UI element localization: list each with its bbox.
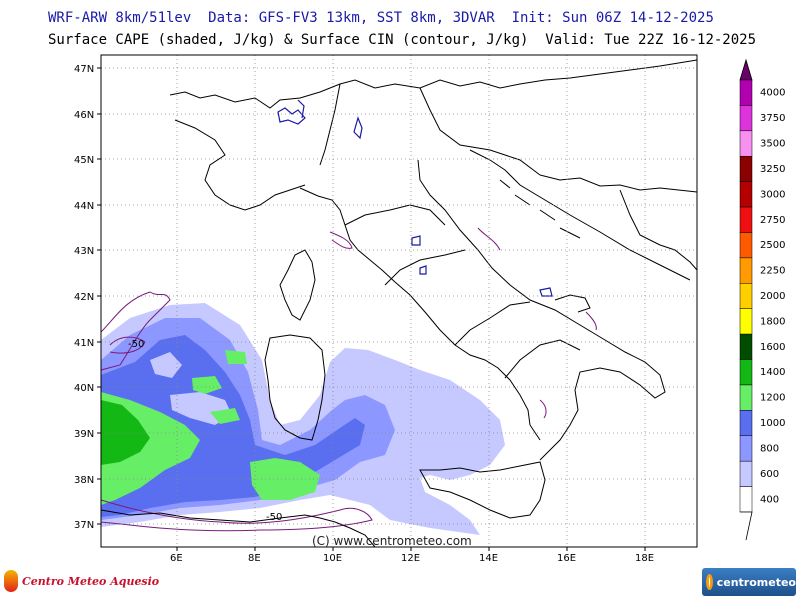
map-area: -50 -50 [101, 55, 697, 547]
lat-label: 40N [74, 383, 94, 394]
colorbar-label: 400 [760, 494, 779, 505]
lon-label: 6E [170, 553, 183, 564]
colorbar-swatch [740, 207, 752, 232]
colorbar-top-triangle [740, 60, 752, 80]
colorbar-swatch [740, 436, 752, 461]
colorbar-label: 2250 [760, 266, 785, 277]
colorbar-swatch [740, 156, 752, 181]
colorbar-swatch [740, 461, 752, 486]
cape-colorbar: 4000 3750 3500 3250 3000 2750 2500 2250 2000 1800… [740, 60, 785, 540]
lon-label: 12E [401, 553, 420, 564]
cin-label: -50 [128, 339, 144, 350]
colorbar-label: 800 [760, 443, 779, 454]
lon-label: 18E [635, 553, 654, 564]
colorbar-swatch [740, 232, 752, 257]
colorbar-swatch [740, 309, 752, 334]
lat-label: 47N [74, 64, 94, 75]
lat-tick-marks [97, 68, 101, 524]
colorbar-swatch [740, 410, 752, 435]
colorbar-label: 3500 [760, 139, 785, 150]
lon-label: 14E [479, 553, 498, 564]
colorbar-swatch [740, 182, 752, 207]
logo-right-text: centrometeo [717, 576, 796, 589]
lat-label: 37N [74, 520, 94, 531]
colorbar-label: 4000 [760, 88, 785, 99]
lat-label: 46N [74, 110, 94, 121]
colorbar-swatch [740, 334, 752, 359]
lon-label: 8E [248, 553, 261, 564]
colorbar-bottom-tail [740, 512, 752, 540]
lat-label: 38N [74, 475, 94, 486]
cin-label: -50 [266, 512, 282, 523]
colorbar-swatch [740, 258, 752, 283]
colorbar-label: 3750 [760, 113, 785, 124]
logo-mark-icon [4, 570, 18, 592]
lat-label: 42N [74, 292, 94, 303]
colorbar-label: 1800 [760, 316, 785, 327]
logo-centro-meteo-aquesio[interactable]: Centro Meteo Aquesio [4, 570, 159, 592]
colorbar-label: 2750 [760, 215, 785, 226]
colorbar-swatch [740, 105, 752, 130]
colorbar-label: 1400 [760, 367, 785, 378]
colorbar-label: 2500 [760, 240, 785, 251]
logo-centrometeo[interactable]: centrometeo [702, 568, 796, 596]
lat-label: 41N [74, 338, 94, 349]
colorbar-swatch [740, 487, 752, 512]
credit-text: (C) www.centrometeo.com [312, 534, 472, 548]
logo-ring-icon [706, 574, 713, 590]
colorbar-label: 2000 [760, 291, 785, 302]
lat-label: 45N [74, 155, 94, 166]
lat-label: 44N [74, 201, 94, 212]
colorbar-label: 1000 [760, 418, 785, 429]
lon-label: 16E [557, 553, 576, 564]
colorbar-label: 600 [760, 469, 779, 480]
colorbar-swatch [740, 131, 752, 156]
colorbar-label: 3000 [760, 189, 785, 200]
colorbar-swatch [740, 283, 752, 308]
longitude-labels: 6E 8E 10E 12E 14E 16E 18E [170, 553, 654, 564]
lat-label: 43N [74, 246, 94, 257]
colorbar-label: 1200 [760, 393, 785, 404]
latitude-labels: 47N 46N 45N 44N 43N 42N 41N 40N 39N 38N … [74, 64, 94, 531]
lon-label: 10E [323, 553, 342, 564]
colorbar-swatch [740, 385, 752, 410]
colorbar-label: 1600 [760, 342, 785, 353]
colorbar-swatch [740, 360, 752, 385]
colorbar-label: 3250 [760, 164, 785, 175]
logo-left-text: Centro Meteo Aquesio [22, 575, 159, 588]
colorbar-swatch [740, 80, 752, 105]
lat-label: 39N [74, 429, 94, 440]
